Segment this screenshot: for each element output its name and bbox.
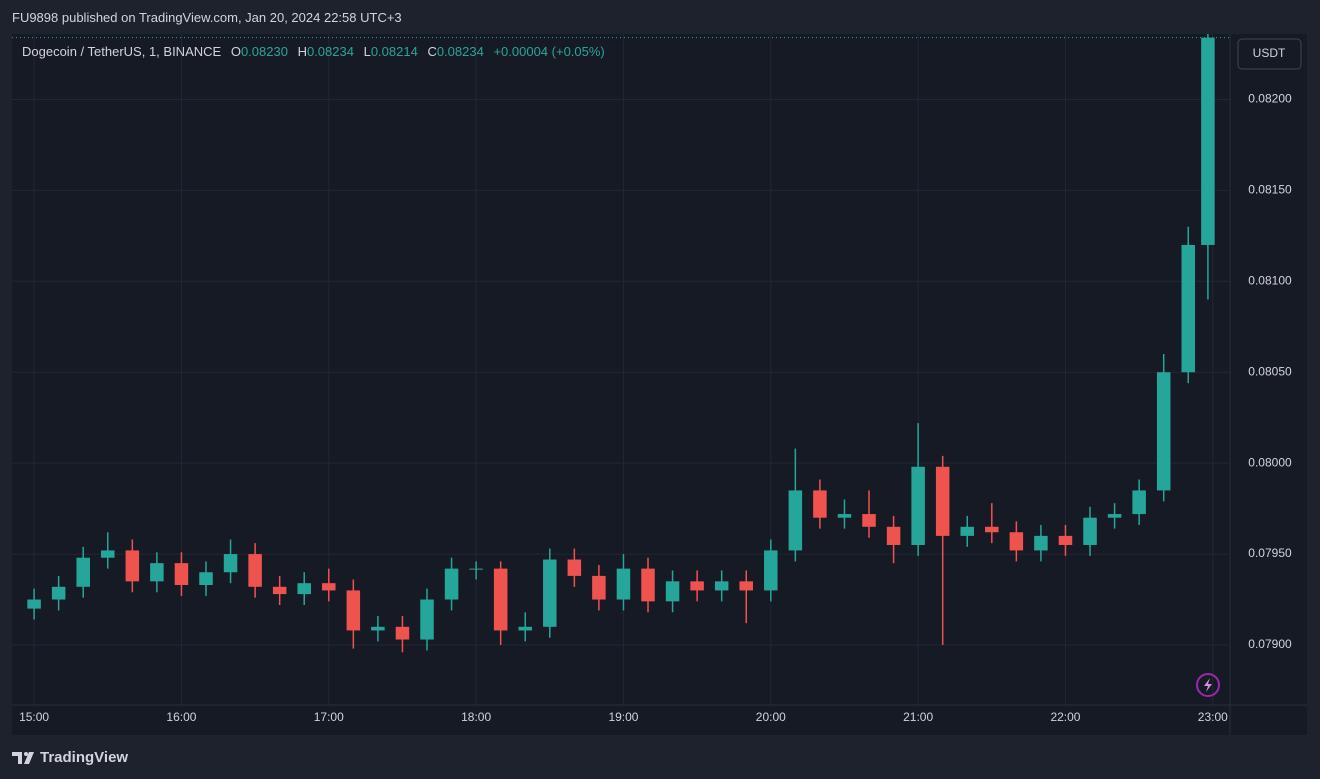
candle-body	[1201, 37, 1215, 245]
candle-body	[641, 568, 655, 602]
legend-value: 0.08214	[371, 44, 418, 59]
candle-body	[223, 554, 238, 573]
candle-body	[395, 626, 410, 640]
x-tick-label: 20:00	[756, 710, 786, 724]
currency-button[interactable]	[1237, 38, 1302, 70]
candle-body	[371, 626, 385, 631]
candle-body	[567, 559, 582, 576]
candle-body	[1009, 532, 1024, 551]
candle-body	[101, 550, 115, 558]
candle-body	[616, 568, 631, 600]
candle-body	[1058, 535, 1073, 545]
candle-body	[199, 572, 213, 585]
lightning-bolt	[1204, 678, 1212, 692]
candle-body	[543, 559, 557, 627]
candle-body	[1132, 490, 1146, 515]
candle-body	[346, 590, 361, 631]
y-tick-label: 0.08050	[1248, 364, 1292, 378]
x-tick-label: 19:00	[608, 710, 638, 724]
chart-panel	[12, 34, 1307, 735]
brand-name: TradingView	[40, 749, 129, 766]
currency-label[interactable]: USDT	[1253, 46, 1286, 60]
legend-change: +0.00004 (+0.05%)	[493, 44, 604, 59]
legend-label: H	[298, 44, 307, 59]
candle-body	[174, 563, 189, 585]
candle-body	[51, 586, 66, 600]
candle-body	[248, 554, 262, 587]
y-tick-label: 0.08000	[1248, 455, 1292, 469]
candle-body	[739, 581, 753, 591]
x-tick-label: 23:00	[1198, 710, 1228, 724]
candle-body	[272, 586, 287, 595]
legend-label: C	[427, 44, 436, 59]
symbol: Dogecoin / TetherUS, 1, BINANCE	[22, 44, 222, 59]
x-tick-label: 18:00	[461, 710, 491, 724]
candle-body	[297, 583, 311, 595]
candle-body	[886, 526, 901, 545]
candle-body	[444, 568, 459, 600]
candle-body	[985, 526, 999, 533]
candle-body	[862, 514, 876, 527]
candle-body	[935, 466, 950, 536]
legend-value: 0.08234	[307, 44, 354, 59]
x-tick-label: 16:00	[166, 710, 196, 724]
legend-label: L	[364, 44, 371, 59]
x-tick-label: 22:00	[1050, 710, 1080, 724]
candle-body	[813, 490, 827, 518]
x-tick-label: 15:00	[19, 710, 49, 724]
legend-value: 0.08230	[241, 44, 288, 59]
candle-body	[788, 490, 803, 551]
candle-body	[420, 599, 434, 640]
candle-body	[1107, 514, 1122, 518]
candle-body	[837, 514, 852, 518]
legend-label: O	[231, 44, 241, 59]
candle-body	[592, 575, 606, 600]
candle-body	[1181, 244, 1196, 373]
candle-body	[76, 557, 90, 587]
candle-body	[150, 563, 164, 582]
y-tick-label: 0.07900	[1248, 637, 1292, 651]
y-tick-label: 0.08100	[1248, 273, 1292, 287]
candle-body	[665, 581, 680, 602]
candle-body	[493, 568, 508, 631]
candle-body	[714, 581, 729, 591]
y-tick-label: 0.08150	[1248, 183, 1292, 197]
y-tick-label: 0.08200	[1248, 92, 1292, 106]
candle-body	[518, 626, 532, 631]
candle-body	[322, 583, 336, 591]
candle-body	[1034, 535, 1048, 551]
publish-note: FU9898 published on TradingView.com, Jan…	[12, 10, 402, 25]
x-tick-label: 17:00	[314, 710, 344, 724]
x-tick-label: 21:00	[903, 710, 933, 724]
candle-body	[764, 550, 778, 591]
candle-body	[1156, 372, 1171, 491]
y-tick-label: 0.07950	[1248, 546, 1292, 560]
lightning-icon[interactable]	[1196, 673, 1220, 697]
brand-logo	[12, 752, 34, 764]
ohlc-legend: Dogecoin / TetherUS, 1, BINANCE O0.08230…	[22, 44, 605, 59]
candle-body	[911, 466, 925, 545]
candle-body	[690, 581, 704, 591]
legend-value: 0.08234	[437, 44, 484, 59]
candle-body	[125, 550, 140, 582]
candle-body	[27, 599, 41, 609]
candle-body	[469, 568, 483, 570]
candle-body	[1083, 517, 1097, 545]
candle-body	[960, 526, 974, 536]
